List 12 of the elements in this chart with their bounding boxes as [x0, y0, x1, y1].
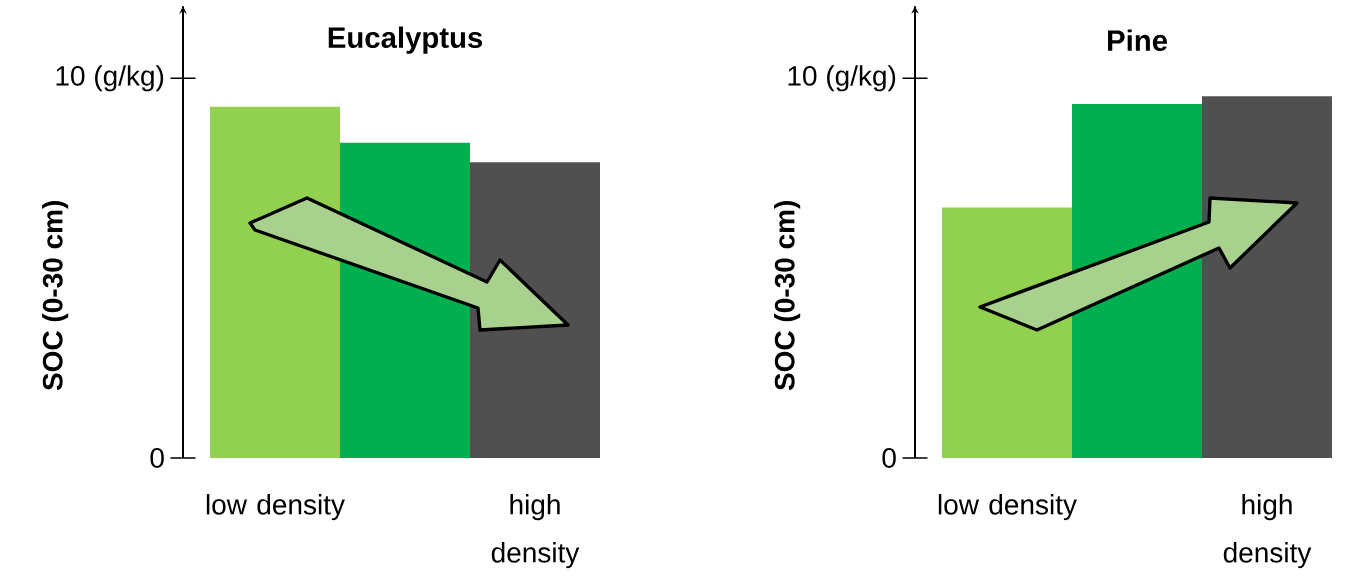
- x-tick-label: high density: [491, 494, 580, 569]
- y-axis-title: SOC (0-30 cm): [42, 201, 69, 391]
- x-tick-label: high density: [1223, 494, 1312, 569]
- x-tick-label: low density: [938, 494, 1077, 521]
- text: Eucalyptus: [328, 26, 483, 54]
- y-tick-label: 0: [150, 448, 164, 468]
- text: Pine: [1108, 29, 1168, 51]
- x-tick-label: low density: [206, 494, 345, 521]
- y-axis-title: SOC (0-30 cm): [774, 201, 801, 391]
- y-tick-label: 0: [882, 448, 896, 468]
- y-tick-label: 10 (g/kg): [56, 65, 164, 92]
- y-tick-label: 10 (g/kg): [788, 65, 896, 92]
